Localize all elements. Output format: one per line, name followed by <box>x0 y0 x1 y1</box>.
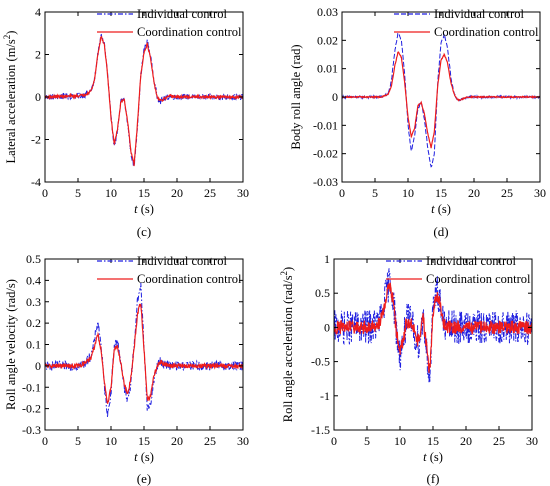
x-tick-label: 0 <box>42 434 48 448</box>
y-tick-label: 4 <box>35 5 41 19</box>
y-tick-label: 0 <box>332 90 338 104</box>
x-tick-label: 25 <box>204 434 216 448</box>
y-tick-label: -0.5 <box>311 355 330 369</box>
legend: Individual control Coordination control <box>97 254 242 286</box>
y-tick-label: 0.02 <box>317 33 338 47</box>
y-tick-label: 0.2 <box>26 316 41 330</box>
y-tick-label: -4 <box>31 175 41 189</box>
x-tick-label: 0 <box>339 186 345 200</box>
y-tick-label: 0.01 <box>317 62 338 76</box>
series-group <box>334 268 532 384</box>
x-tick-label: 25 <box>501 186 513 200</box>
y-tick-label: -0.03 <box>313 175 338 189</box>
x-tick-label: 0 <box>42 186 48 200</box>
legend-entry: Individual control <box>137 7 227 21</box>
x-axis-label: t (s) <box>431 202 451 216</box>
legend-entry: Coordination control <box>434 25 539 39</box>
x-axis-label: t (s) <box>423 450 443 464</box>
y-tick-label: -1.5 <box>311 423 330 437</box>
legend-entry: Individual control <box>137 254 227 268</box>
chart-panel-c: 0 5 10 15 20 25 30 -4 -2 0 2 4 t (s) Lateral accelera… <box>2 5 249 239</box>
y-tick-label: 2 <box>35 48 41 62</box>
x-tick-label: 10 <box>105 434 117 448</box>
x-tick-label: 5 <box>372 186 378 200</box>
legend: Individual control Coordination control <box>394 7 539 39</box>
panel-caption: (c) <box>137 224 151 239</box>
y-tick-label: 0.5 <box>315 286 330 300</box>
panel-caption: (f) <box>427 471 440 486</box>
y-tick-label: -0.2 <box>22 402 41 416</box>
y-tick-label: 0.1 <box>26 338 41 352</box>
y-tick-label: 0.5 <box>26 252 41 266</box>
y-tick-label: -2 <box>31 133 41 147</box>
series-line-individual <box>45 33 243 166</box>
x-tick-label: 15 <box>435 186 447 200</box>
x-tick-label: 5 <box>75 186 81 200</box>
x-tick-label: 25 <box>493 434 505 448</box>
series-group <box>342 32 540 168</box>
series-line-coordination <box>45 303 243 404</box>
x-tick-label: 15 <box>138 186 150 200</box>
y-tick-label: -0.3 <box>22 423 41 437</box>
series-group <box>45 282 243 418</box>
y-tick-label: 0.03 <box>317 5 338 19</box>
series-line-individual <box>342 32 540 168</box>
y-tick-label: 0.4 <box>26 273 41 287</box>
panel-caption: (e) <box>137 471 151 486</box>
y-tick-label: 0 <box>324 320 330 334</box>
legend-entry: Coordination control <box>137 25 242 39</box>
x-tick-label: 20 <box>171 186 183 200</box>
x-tick-label: 10 <box>402 186 414 200</box>
x-tick-label: 25 <box>204 186 216 200</box>
series-line-individual <box>334 268 532 384</box>
y-tick-label: -0.01 <box>313 118 338 132</box>
y-tick-label: 1 <box>324 252 330 266</box>
panel-caption: (d) <box>433 224 448 239</box>
series-line-coordination <box>45 35 243 167</box>
y-axis-label: Roll angle velocity (rad/s) <box>4 279 18 410</box>
x-tick-label: 30 <box>526 434 538 448</box>
x-tick-label: 20 <box>468 186 480 200</box>
x-tick-label: 5 <box>364 434 370 448</box>
legend-entry: Individual control <box>426 254 516 268</box>
x-axis-label: t (s) <box>134 202 154 216</box>
x-tick-label: 10 <box>394 434 406 448</box>
y-axis-label: Body roll angle (rad) <box>289 44 303 149</box>
y-tick-label: -1 <box>320 389 330 403</box>
x-tick-label: 10 <box>105 186 117 200</box>
y-tick-label: 0 <box>35 90 41 104</box>
chart-panel-d: 0 5 10 15 20 25 30 -0.03 -0.02 -0.01 0 0.01 0.02 0.03… <box>289 5 546 239</box>
y-axis-label: Lateral acceleration (m/s2) <box>2 31 18 164</box>
legend-entry: Coordination control <box>426 272 531 286</box>
x-tick-label: 30 <box>237 434 249 448</box>
y-tick-label: -0.02 <box>313 147 338 161</box>
legend-entry: Coordination control <box>137 272 242 286</box>
y-tick-label: 0.3 <box>26 295 41 309</box>
x-tick-label: 15 <box>138 434 150 448</box>
series-line-coordination <box>342 51 540 149</box>
x-tick-label: 20 <box>460 434 472 448</box>
y-tick-label: -0.1 <box>22 380 41 394</box>
x-tick-label: 30 <box>237 186 249 200</box>
x-tick-label: 0 <box>331 434 337 448</box>
y-axis-label: Roll angle acceleration (rad/s2) <box>279 267 295 422</box>
y-tick-label: 0 <box>35 359 41 373</box>
chart-panel-f: 0 5 10 15 20 25 30 -1.5 -1 -0.5 0 0.5 1 t (s) Roll ang… <box>279 252 538 486</box>
x-tick-label: 20 <box>171 434 183 448</box>
x-tick-label: 5 <box>75 434 81 448</box>
legend: Individual control Coordination control <box>386 254 531 286</box>
x-tick-label: 15 <box>427 434 439 448</box>
series-group <box>45 33 243 167</box>
series-line-coordination <box>334 282 532 373</box>
chart-panel-e: 0 5 10 15 20 25 30 -0.3 -0.2 -0.1 0 0.1 0.2 0.3 0.4 0.5… <box>4 252 249 486</box>
x-tick-label: 30 <box>534 186 546 200</box>
x-axis-label: t (s) <box>134 450 154 464</box>
legend: Individual control Coordination control <box>97 7 242 39</box>
legend-entry: Individual control <box>434 7 524 21</box>
